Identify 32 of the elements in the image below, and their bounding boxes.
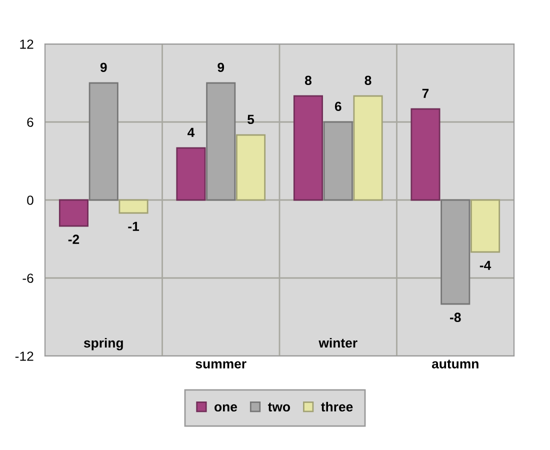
x-tick-label: summer bbox=[196, 361, 246, 368]
y-tick-label: 12 bbox=[20, 40, 34, 49]
bar bbox=[58, 199, 88, 227]
data-label: 5 bbox=[248, 114, 254, 124]
y-tick-label: 6 bbox=[27, 118, 34, 127]
data-label: 9 bbox=[100, 62, 107, 72]
legend-label: one bbox=[214, 404, 238, 412]
data-label: -8 bbox=[450, 312, 461, 322]
bar bbox=[353, 95, 383, 201]
data-label: -4 bbox=[480, 260, 492, 270]
data-label: -2 bbox=[68, 234, 80, 244]
data-label: 4 bbox=[188, 128, 195, 137]
y-tick-label: 0 bbox=[27, 196, 34, 205]
legend-label: two bbox=[268, 402, 290, 412]
legend-label: three bbox=[321, 402, 353, 412]
data-label: 8 bbox=[364, 76, 372, 86]
y-tick-label: -12 bbox=[15, 352, 34, 361]
data-label: 9 bbox=[218, 62, 224, 72]
data-label: 7 bbox=[422, 88, 429, 98]
bar bbox=[236, 134, 266, 201]
x-tick-label: spring bbox=[84, 338, 123, 350]
data-label: 8 bbox=[304, 76, 312, 86]
bar bbox=[176, 147, 206, 201]
data-label: 6 bbox=[334, 102, 342, 112]
x-tick-label: autumn bbox=[432, 360, 478, 368]
y-tick-label: -6 bbox=[22, 274, 34, 283]
bar bbox=[293, 95, 323, 201]
data-label: -1 bbox=[128, 222, 140, 231]
bar bbox=[470, 199, 500, 253]
x-tick-label: winter bbox=[318, 338, 358, 348]
bar bbox=[118, 199, 148, 214]
bar bbox=[410, 108, 440, 201]
